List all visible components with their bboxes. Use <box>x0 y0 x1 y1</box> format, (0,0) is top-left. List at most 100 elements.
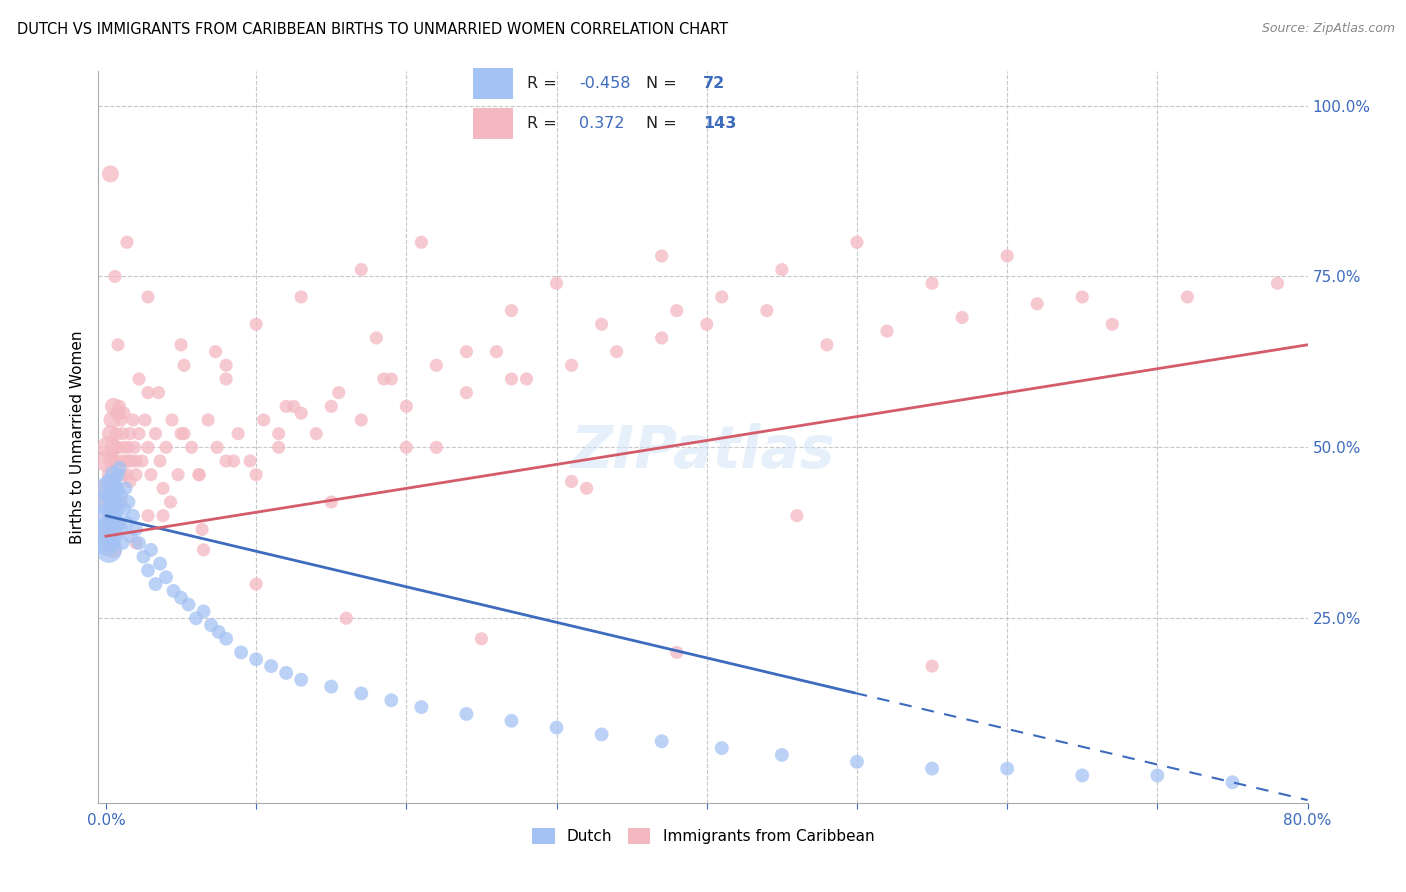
Point <box>100 167 122 181</box>
Point <box>96 495 118 509</box>
Bar <box>472 68 513 99</box>
Point <box>148 385 170 400</box>
Point <box>134 413 156 427</box>
Point <box>1267 277 1289 291</box>
Point <box>115 235 138 250</box>
Point <box>1071 290 1094 304</box>
Point <box>1101 318 1123 332</box>
Point <box>207 624 229 639</box>
Point <box>103 495 125 509</box>
Point <box>1026 297 1049 311</box>
Point <box>136 440 159 454</box>
Point <box>651 734 673 748</box>
Point <box>205 440 228 454</box>
Point <box>125 522 148 536</box>
Point <box>136 563 159 577</box>
Point <box>191 522 214 536</box>
Point <box>145 426 167 441</box>
Point <box>380 372 402 386</box>
Point <box>149 557 172 571</box>
Point <box>215 359 238 373</box>
Text: Source: ZipAtlas.com: Source: ZipAtlas.com <box>1261 22 1395 36</box>
Point <box>103 542 125 557</box>
Point <box>786 508 808 523</box>
Point <box>197 413 219 427</box>
Point <box>215 632 238 646</box>
Point <box>696 318 718 332</box>
Y-axis label: Births to Unmarried Women: Births to Unmarried Women <box>70 330 86 544</box>
Point <box>108 400 131 414</box>
Point <box>546 721 568 735</box>
Text: N =: N = <box>645 116 682 131</box>
Point <box>110 522 132 536</box>
Point <box>118 475 141 489</box>
Point <box>1177 290 1199 304</box>
Point <box>118 426 141 441</box>
Point <box>815 338 838 352</box>
Point <box>131 454 153 468</box>
Point <box>111 467 134 482</box>
Point <box>305 426 328 441</box>
Point <box>97 542 120 557</box>
Point <box>155 570 177 584</box>
Point <box>97 440 120 454</box>
Point <box>470 632 492 646</box>
Text: DUTCH VS IMMIGRANTS FROM CARIBBEAN BIRTHS TO UNMARRIED WOMEN CORRELATION CHART: DUTCH VS IMMIGRANTS FROM CARIBBEAN BIRTH… <box>17 22 728 37</box>
Point <box>321 495 343 509</box>
Point <box>107 501 129 516</box>
Point <box>96 536 118 550</box>
Point <box>110 413 132 427</box>
Point <box>160 413 183 427</box>
Point <box>149 454 172 468</box>
Point <box>373 372 395 386</box>
Point <box>245 577 267 591</box>
Point <box>107 467 129 482</box>
Point <box>152 508 174 523</box>
Point <box>104 508 127 523</box>
Point <box>770 262 793 277</box>
Point <box>105 522 128 536</box>
Point <box>125 454 148 468</box>
Point <box>103 529 125 543</box>
Point <box>105 426 128 441</box>
Point <box>995 249 1018 263</box>
Point <box>108 495 131 509</box>
Point <box>290 406 312 420</box>
Point <box>117 440 139 454</box>
Point <box>226 426 249 441</box>
Point <box>101 481 124 495</box>
Point <box>245 467 267 482</box>
Point <box>177 598 200 612</box>
Point <box>380 693 402 707</box>
Point <box>105 481 128 495</box>
Point <box>96 454 118 468</box>
Text: R =: R = <box>527 76 562 91</box>
Point <box>173 359 195 373</box>
Point <box>328 385 350 400</box>
Point <box>124 440 146 454</box>
Point <box>100 536 122 550</box>
Point <box>145 577 167 591</box>
Point <box>276 665 298 680</box>
Point <box>162 583 184 598</box>
Point <box>152 481 174 495</box>
Point <box>651 249 673 263</box>
Point <box>456 385 478 400</box>
Point <box>321 400 343 414</box>
Point <box>108 460 131 475</box>
Point <box>139 542 162 557</box>
Point <box>1071 768 1094 782</box>
Point <box>846 755 869 769</box>
Point <box>215 372 238 386</box>
Point <box>121 454 143 468</box>
Point <box>100 426 122 441</box>
Point <box>575 481 598 495</box>
Point <box>591 318 613 332</box>
Point <box>411 700 433 714</box>
Point <box>561 359 583 373</box>
Point <box>108 406 131 420</box>
Point <box>110 454 132 468</box>
Bar <box>472 108 513 139</box>
Point <box>115 467 138 482</box>
Point <box>104 495 127 509</box>
